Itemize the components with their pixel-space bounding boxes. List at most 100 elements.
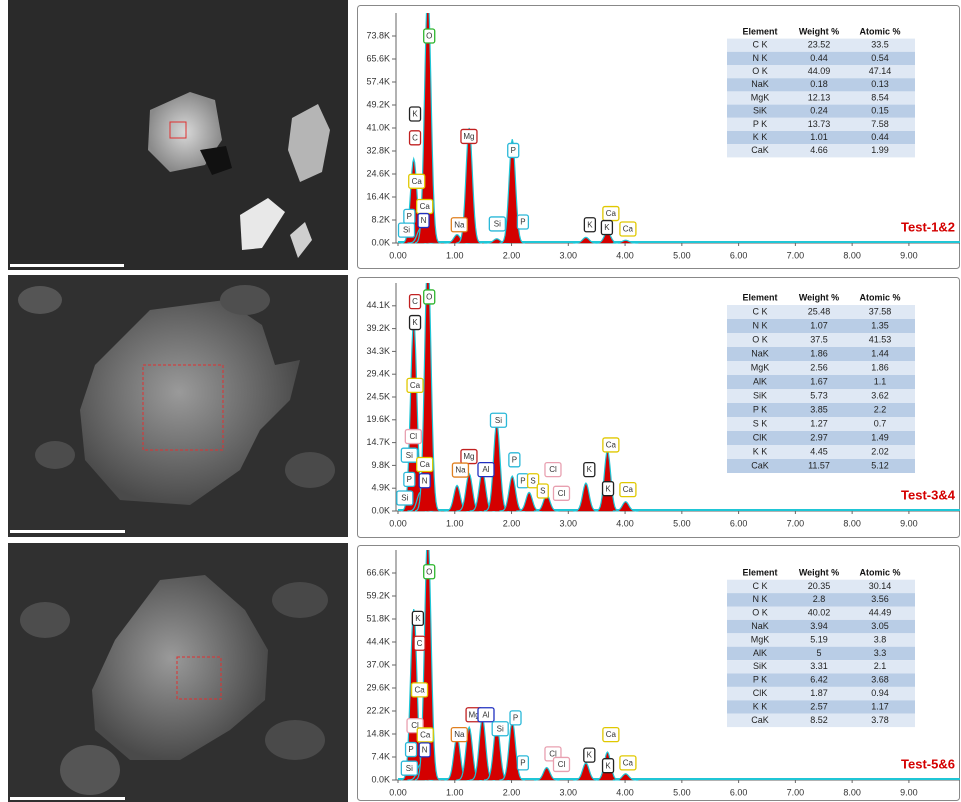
table-cell: 0.44 (810, 53, 828, 63)
y-tick-label: 19.6K (366, 414, 390, 424)
x-tick-label: 5.00 (673, 787, 691, 797)
page: 0.0K8.2K16.4K24.6K32.8K41.0K49.2K57.4K65… (0, 0, 961, 802)
table-cell: 41.53 (869, 334, 892, 344)
table-cell: 1.86 (810, 348, 828, 358)
x-tick-label: 0.00 (389, 518, 407, 528)
y-tick-label: 14.8K (366, 728, 390, 738)
x-tick-label: 7.00 (787, 518, 805, 528)
element-label: K (587, 220, 593, 229)
element-label: Si (494, 220, 501, 229)
test-label: Test-1&2 (901, 219, 955, 234)
table-cell: 1.99 (871, 145, 889, 155)
table-cell: 2.02 (871, 446, 889, 456)
element-label: K (587, 465, 593, 474)
element-label: S (540, 487, 545, 496)
table-cell: 3.85 (810, 404, 828, 414)
y-tick-label: 65.6K (366, 53, 390, 63)
table-cell: C K (752, 40, 767, 50)
table-cell: 8.52 (810, 715, 828, 725)
element-label: Si (406, 764, 413, 773)
element-label: Al (482, 465, 489, 474)
element-label: Ca (420, 460, 431, 469)
element-label: Mg (463, 452, 474, 461)
table-cell: 1.1 (874, 376, 887, 386)
table-cell: 2.8 (813, 594, 826, 604)
element-label: Cl (549, 465, 557, 474)
y-tick-label: 41.0K (366, 122, 390, 132)
table-cell: 3.94 (810, 621, 828, 631)
table-cell: 4.45 (810, 446, 828, 456)
table-cell: NaK (751, 79, 769, 89)
table-header: Element (742, 26, 777, 36)
x-tick-label: 5.00 (673, 518, 691, 528)
element-label: P (520, 759, 525, 768)
table-cell: 0.24 (810, 106, 828, 116)
table-cell: 1.44 (871, 348, 889, 358)
element-label: K (412, 318, 418, 327)
table-cell: 3.05 (871, 621, 889, 631)
element-label: Cl (558, 760, 566, 769)
table-cell: MgK (751, 362, 770, 372)
table-cell: CaK (751, 460, 769, 470)
element-label: N (421, 216, 427, 225)
table-cell: NaK (751, 348, 769, 358)
y-tick-label: 59.2K (366, 590, 390, 600)
table-cell: 2.1 (874, 661, 887, 671)
element-label: Ca (606, 441, 617, 450)
table-cell: 25.48 (808, 306, 831, 316)
element-label: P (407, 475, 412, 484)
table-cell: 3.3 (874, 648, 887, 658)
table-cell: O K (752, 608, 768, 618)
x-tick-label: 4.00 (616, 787, 634, 797)
figure: 0.0K8.2K16.4K24.6K32.8K41.0K49.2K57.4K65… (0, 0, 961, 802)
test-label: Test-5&6 (901, 756, 955, 771)
table-header: Atomic % (859, 26, 900, 36)
table-cell: AlK (753, 648, 767, 658)
table-cell: 20.35 (808, 581, 831, 591)
table-header: Atomic % (859, 567, 900, 577)
table-cell: 3.31 (810, 661, 828, 671)
sem-image (8, 543, 348, 802)
table-cell: 0.18 (810, 79, 828, 89)
table-cell: 5 (816, 648, 821, 658)
y-tick-label: 73.8K (366, 30, 390, 40)
y-tick-label: 0.0K (371, 505, 390, 515)
table-cell: K K (753, 446, 768, 456)
table-header: Weight % (799, 292, 839, 302)
element-label: Si (495, 416, 502, 425)
table-cell: 1.01 (810, 132, 828, 142)
table-cell: 1.07 (810, 320, 828, 330)
y-tick-label: 0.0K (371, 774, 390, 784)
element-label: P (520, 476, 525, 485)
x-tick-label: 3.00 (560, 518, 578, 528)
y-tick-label: 37.0K (366, 659, 390, 669)
element-label: Ca (414, 685, 425, 694)
table-cell: 3.8 (874, 634, 887, 644)
table-cell: 11.57 (808, 460, 830, 470)
y-tick-label: 8.2K (371, 214, 390, 224)
element-label: O (426, 567, 432, 576)
x-tick-label: 9.00 (900, 518, 918, 528)
table-cell: 2.56 (810, 362, 828, 372)
table-cell: 3.62 (871, 390, 889, 400)
table-cell: 12.13 (808, 92, 831, 102)
table-header: Atomic % (859, 292, 900, 302)
table-cell: 7.58 (871, 119, 889, 129)
x-tick-label: 9.00 (900, 787, 918, 797)
x-tick-label: 8.00 (843, 518, 861, 528)
element-label: K (605, 484, 611, 493)
table-cell: P K (753, 119, 767, 129)
table-cell: N K (752, 594, 767, 604)
table-cell: 33.5 (871, 40, 889, 50)
table-cell: S K (753, 418, 768, 428)
table-cell: NaK (751, 621, 769, 631)
y-tick-label: 9.8K (371, 460, 390, 470)
table-cell: 8.54 (871, 92, 889, 102)
y-tick-label: 14.7K (366, 437, 390, 447)
table-cell: 2.97 (810, 432, 828, 442)
x-tick-label: 2.00 (503, 518, 521, 528)
table-cell: 1.35 (871, 320, 889, 330)
table-cell: 0.15 (871, 106, 889, 116)
element-label: Na (454, 220, 465, 229)
table-cell: 0.54 (871, 53, 889, 63)
